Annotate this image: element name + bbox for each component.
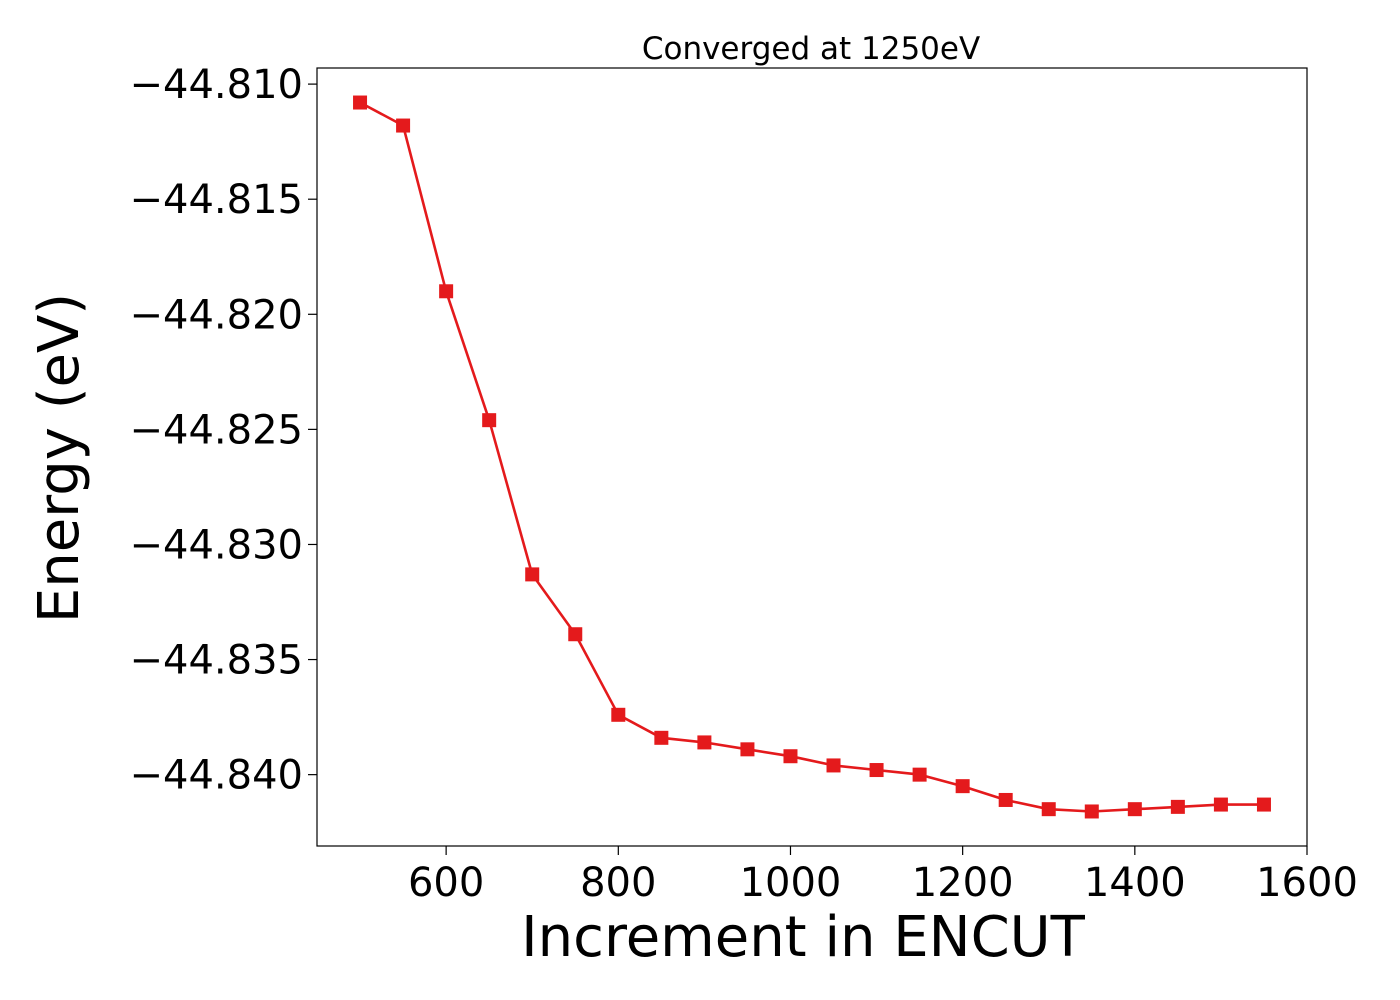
data-point [1256, 797, 1271, 812]
data-point [525, 567, 540, 582]
data-point [740, 742, 755, 757]
y-tick-label: −44.815 [130, 177, 303, 223]
y-tick-label: −44.825 [130, 407, 303, 453]
y-axis: −44.810 −44.815 −44.820 −44.825 −44.830 −44.8… [130, 62, 317, 799]
data-point [439, 284, 454, 299]
chart-title: Converged at 1250eV [642, 31, 980, 67]
x-tick-label: 1000 [740, 860, 842, 906]
data-point [869, 763, 884, 778]
data-point [826, 758, 841, 773]
data-point [1084, 804, 1099, 819]
data-point [697, 735, 712, 750]
y-tick-label: −44.840 [130, 753, 303, 799]
data-point [1213, 797, 1228, 812]
y-tick-label: −44.820 [130, 292, 303, 338]
x-tick-label: 800 [580, 860, 656, 906]
data-point [912, 767, 927, 782]
data-point [611, 707, 626, 722]
y-tick-label: −44.810 [130, 62, 303, 108]
series-layer [353, 95, 1271, 819]
data-point [353, 95, 368, 110]
plot-frame [316, 67, 1308, 847]
data-point [482, 413, 497, 428]
data-point [1041, 802, 1056, 817]
data-point [654, 730, 669, 745]
data-point [396, 118, 411, 133]
data-point [783, 749, 798, 764]
y-tick-label: −44.835 [130, 638, 303, 684]
series-line [359, 101, 1264, 813]
x-tick-label: 1600 [1256, 860, 1358, 906]
x-tick-label: 1400 [1084, 860, 1186, 906]
data-point [1170, 799, 1185, 814]
plot-area [316, 67, 1308, 847]
y-tick-label: −44.830 [130, 522, 303, 568]
x-tick-label: 600 [408, 860, 484, 906]
x-axis: 600 800 1000 1200 1400 1600 [408, 846, 1358, 906]
x-tick-label: 1200 [912, 860, 1014, 906]
data-point [955, 779, 970, 794]
data-point [998, 792, 1013, 807]
data-point [568, 627, 583, 642]
y-axis-title: Energy (eV) [27, 293, 92, 623]
data-point [1127, 802, 1142, 817]
x-axis-title: Increment in ENCUT [521, 905, 1086, 970]
